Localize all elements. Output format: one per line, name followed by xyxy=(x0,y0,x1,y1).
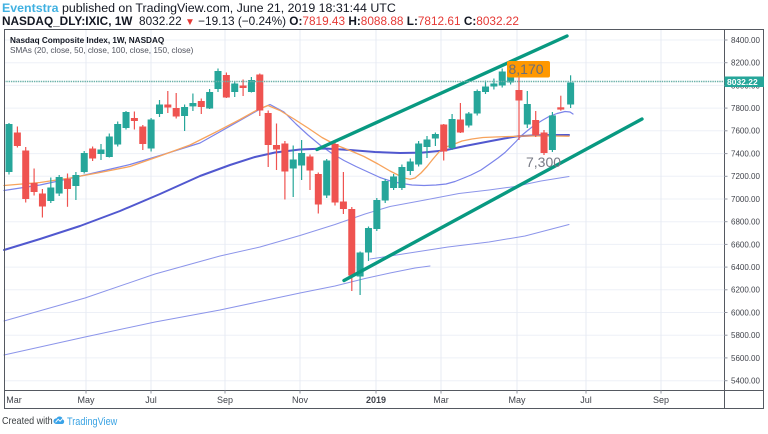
svg-text:Jul: Jul xyxy=(145,395,157,405)
svg-text:6000.00: 6000.00 xyxy=(731,308,760,317)
svg-text:Mar: Mar xyxy=(433,395,449,405)
svg-text:Nov: Nov xyxy=(292,395,309,405)
svg-text:2019: 2019 xyxy=(366,395,386,405)
svg-text:7,300: 7,300 xyxy=(526,154,561,170)
svg-text:7800.00: 7800.00 xyxy=(731,104,760,113)
svg-text:Mar: Mar xyxy=(6,395,22,405)
svg-text:7400.00: 7400.00 xyxy=(731,150,760,159)
svg-text:5400.00: 5400.00 xyxy=(731,377,760,386)
svg-text:7600.00: 7600.00 xyxy=(731,127,760,136)
svg-text:5600.00: 5600.00 xyxy=(731,354,760,363)
svg-text:Sep: Sep xyxy=(653,395,669,405)
svg-text:5800.00: 5800.00 xyxy=(731,331,760,340)
svg-text:May: May xyxy=(508,395,526,405)
svg-text:8400.00: 8400.00 xyxy=(731,36,760,45)
svg-text:8032.22: 8032.22 xyxy=(727,77,758,87)
svg-text:Sep: Sep xyxy=(217,395,233,405)
svg-text:Jul: Jul xyxy=(580,395,592,405)
svg-text:6400.00: 6400.00 xyxy=(731,263,760,272)
svg-text:6600.00: 6600.00 xyxy=(731,240,760,249)
svg-text:8,170: 8,170 xyxy=(509,61,544,77)
svg-text:6800.00: 6800.00 xyxy=(731,218,760,227)
svg-text:May: May xyxy=(77,395,95,405)
svg-text:7200.00: 7200.00 xyxy=(731,172,760,181)
svg-text:8200.00: 8200.00 xyxy=(731,59,760,68)
svg-text:6200.00: 6200.00 xyxy=(731,286,760,295)
svg-text:7000.00: 7000.00 xyxy=(731,195,760,204)
